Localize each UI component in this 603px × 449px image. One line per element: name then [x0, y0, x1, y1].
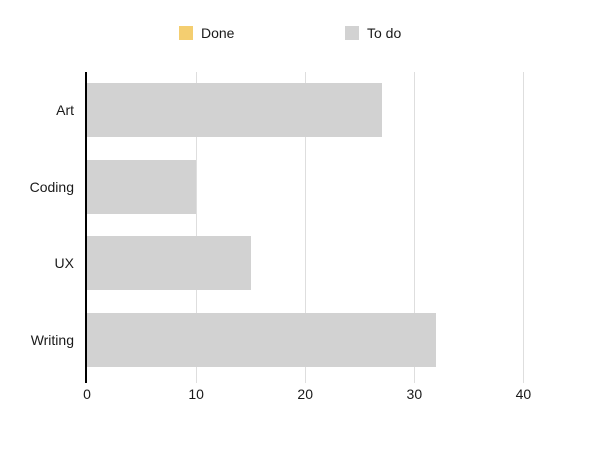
- legend-swatch-done: [179, 26, 193, 40]
- category-label-ux: UX: [54, 255, 74, 272]
- legend-item-todo[interactable]: To do: [345, 26, 401, 40]
- bar-to-do-writing[interactable]: [87, 312, 437, 367]
- gridline-30: [414, 72, 416, 383]
- category-label-coding: Coding: [29, 178, 74, 195]
- y-axis-line: [85, 72, 87, 383]
- y-axis-labels: Art Coding UX Writing: [0, 72, 74, 378]
- legend-item-done[interactable]: Done: [179, 26, 234, 40]
- x-tick-label-40: 40: [515, 386, 532, 402]
- legend-swatch-todo: [345, 26, 359, 40]
- legend-label-done: Done: [201, 25, 235, 41]
- plot-area: [85, 72, 578, 383]
- x-tick-label-20: 20: [297, 386, 314, 402]
- gridline-40: [523, 72, 525, 383]
- legend: Done To do: [0, 26, 603, 42]
- x-tick-label-30: 30: [406, 386, 423, 402]
- category-label-art: Art: [56, 102, 74, 119]
- x-tick-label-10: 10: [188, 386, 204, 402]
- x-axis-labels: 0 10 20 30 40: [83, 386, 578, 404]
- legend-label-todo: To do: [367, 25, 402, 41]
- bar-to-do-art[interactable]: [87, 83, 382, 138]
- gridline-10: [196, 72, 198, 383]
- bar-to-do-ux[interactable]: [87, 236, 251, 291]
- x-tick-label-0: 0: [83, 386, 91, 402]
- bar-to-do-coding[interactable]: [87, 159, 197, 214]
- gridline-20: [305, 72, 307, 383]
- category-label-writing: Writing: [30, 331, 74, 348]
